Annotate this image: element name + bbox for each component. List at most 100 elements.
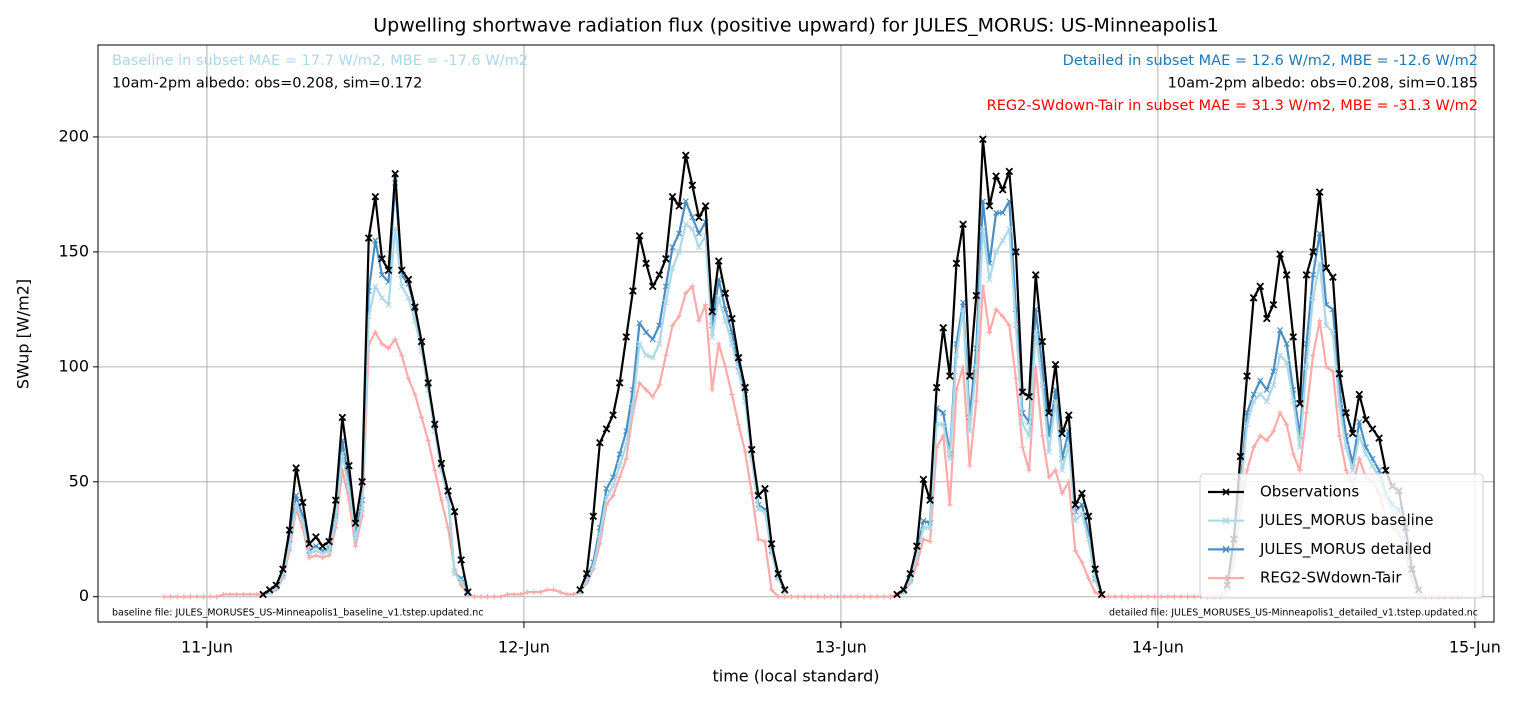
data-marker — [722, 317, 729, 324]
data-marker — [582, 569, 591, 578]
data-marker — [312, 543, 319, 550]
data-marker — [788, 594, 794, 600]
data-marker — [437, 459, 446, 468]
legend-marker — [1222, 545, 1230, 553]
data-marker — [313, 552, 319, 558]
data-marker — [319, 555, 326, 561]
data-marker — [734, 353, 743, 362]
data-marker — [1243, 372, 1251, 380]
data-marker — [1296, 444, 1303, 451]
data-marker — [1046, 474, 1052, 480]
data-marker — [378, 271, 385, 278]
annotation: 10am-2pm albedo: obs=0.208, sim=0.172 — [112, 76, 422, 92]
data-marker — [1256, 282, 1265, 291]
data-marker — [1323, 322, 1330, 329]
data-marker — [761, 484, 769, 493]
plot-frame — [97, 44, 1495, 623]
data-marker — [253, 591, 260, 598]
data-marker — [1078, 510, 1085, 517]
data-marker — [946, 372, 954, 380]
data-marker — [412, 391, 418, 398]
data-marker — [979, 225, 986, 232]
x-tick-label: 14-Jun — [1132, 638, 1184, 657]
data-marker — [1316, 230, 1323, 237]
data-marker — [1276, 250, 1284, 259]
data-marker — [919, 475, 928, 484]
data-marker — [1072, 548, 1078, 554]
data-marker — [570, 591, 577, 598]
data-marker — [893, 590, 901, 599]
data-marker — [1309, 248, 1317, 256]
data-marker — [524, 589, 530, 595]
data-marker — [755, 536, 761, 542]
data-marker — [1369, 462, 1376, 469]
data-marker — [662, 254, 670, 263]
data-marker — [960, 306, 967, 313]
data-marker — [728, 340, 735, 347]
data-marker — [590, 563, 597, 570]
data-marker — [1251, 444, 1257, 450]
data-marker — [537, 589, 544, 595]
data-marker — [1184, 594, 1191, 600]
y-tick-label: 150 — [58, 241, 89, 260]
data-marker — [1059, 490, 1065, 496]
data-marker — [531, 589, 537, 595]
data-marker — [1012, 248, 1020, 256]
data-marker — [629, 402, 636, 409]
data-marker — [696, 318, 702, 324]
data-marker — [780, 585, 789, 594]
data-marker — [1079, 559, 1085, 565]
data-marker — [306, 555, 312, 561]
data-marker — [1342, 408, 1350, 417]
data-marker — [1012, 322, 1019, 329]
data-marker — [1381, 466, 1390, 475]
series-line — [262, 223, 1420, 596]
data-marker — [220, 591, 227, 598]
data-marker — [1290, 398, 1297, 405]
data-marker — [378, 254, 386, 263]
x-tick-label: 12-Jun — [498, 638, 550, 657]
data-marker — [722, 364, 728, 370]
data-marker — [1336, 433, 1343, 439]
data-marker — [972, 291, 981, 300]
data-marker — [1138, 594, 1144, 600]
data-marker — [1263, 386, 1270, 393]
data-marker — [695, 230, 702, 237]
data-marker — [1006, 225, 1013, 232]
legend-label: REG2-SWdown-Tair — [1260, 569, 1402, 587]
data-marker — [312, 533, 320, 541]
data-marker — [331, 496, 340, 504]
data-marker — [424, 379, 433, 387]
series-line — [262, 138, 1420, 596]
data-marker — [1058, 429, 1066, 438]
annotation: 10am-2pm albedo: obs=0.208, sim=0.185 — [1168, 76, 1478, 92]
data-marker — [1348, 429, 1357, 438]
data-marker — [643, 352, 650, 359]
data-marker — [312, 547, 319, 554]
data-marker — [576, 585, 584, 594]
data-marker — [457, 556, 466, 564]
data-marker — [702, 302, 709, 308]
annotation: Detailed in subset MAE = 12.6 W/m2, MBE … — [1063, 53, 1478, 69]
data-marker — [372, 237, 379, 244]
data-marker — [999, 209, 1006, 216]
data-marker — [1356, 418, 1363, 426]
data-marker — [998, 185, 1007, 194]
data-marker — [332, 517, 339, 524]
data-marker — [1191, 594, 1197, 600]
data-marker — [326, 547, 333, 554]
data-marker — [1250, 398, 1257, 405]
data-marker — [1336, 402, 1343, 409]
data-marker — [1244, 467, 1250, 473]
data-marker — [841, 594, 847, 600]
data-marker — [603, 494, 610, 501]
data-marker — [708, 307, 716, 316]
data-marker — [458, 577, 465, 584]
data-marker — [1317, 318, 1323, 324]
data-marker — [564, 591, 570, 598]
data-marker — [392, 225, 399, 232]
data-marker — [318, 542, 327, 550]
data-marker — [187, 594, 194, 600]
data-marker — [518, 591, 524, 598]
data-marker — [399, 352, 405, 358]
